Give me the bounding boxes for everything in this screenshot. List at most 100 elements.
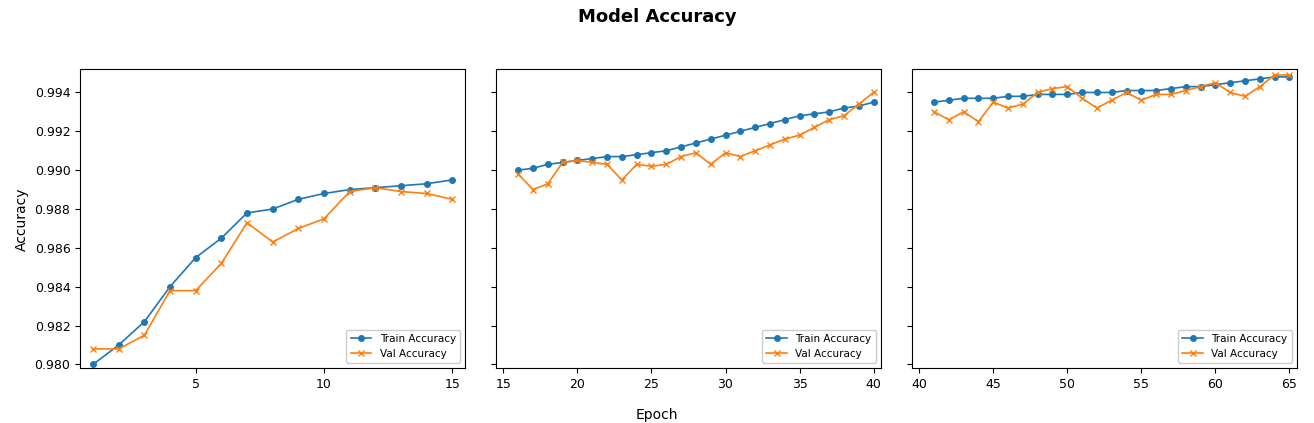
Train Accuracy bbox=[569, 158, 585, 163]
Train Accuracy bbox=[644, 150, 660, 155]
Train Accuracy bbox=[1089, 90, 1105, 95]
Train Accuracy bbox=[526, 166, 541, 171]
Val Accuracy bbox=[836, 113, 851, 118]
Train Accuracy bbox=[1222, 80, 1238, 85]
Val Accuracy bbox=[555, 160, 570, 165]
Train Accuracy bbox=[689, 140, 704, 146]
Val Accuracy bbox=[762, 143, 778, 148]
Train Accuracy bbox=[1059, 92, 1075, 97]
Text: Model Accuracy: Model Accuracy bbox=[578, 8, 736, 27]
Val Accuracy bbox=[717, 150, 733, 155]
Train Accuracy bbox=[290, 197, 306, 202]
Train Accuracy bbox=[971, 96, 987, 101]
Val Accuracy bbox=[213, 261, 229, 266]
Val Accuracy bbox=[585, 160, 600, 165]
Val Accuracy bbox=[265, 239, 281, 244]
Val Accuracy bbox=[290, 226, 306, 231]
Val Accuracy bbox=[317, 216, 332, 221]
Train Accuracy bbox=[110, 343, 126, 348]
Train Accuracy bbox=[137, 319, 152, 324]
Val Accuracy bbox=[342, 189, 357, 194]
Legend: Train Accuracy, Val Accuracy: Train Accuracy, Val Accuracy bbox=[762, 330, 876, 363]
Train Accuracy bbox=[658, 148, 674, 153]
Val Accuracy bbox=[1193, 84, 1209, 89]
Val Accuracy bbox=[1075, 96, 1091, 101]
Train Accuracy bbox=[1104, 90, 1120, 95]
Train Accuracy bbox=[85, 362, 101, 367]
Val Accuracy bbox=[658, 162, 674, 167]
Val Accuracy bbox=[955, 110, 971, 115]
Val Accuracy bbox=[986, 100, 1001, 105]
Val Accuracy bbox=[1089, 105, 1105, 110]
Val Accuracy bbox=[1059, 84, 1075, 89]
Train Accuracy bbox=[393, 183, 409, 188]
Line: Train Accuracy: Train Accuracy bbox=[932, 74, 1292, 105]
Y-axis label: Accuracy: Accuracy bbox=[14, 187, 29, 250]
Val Accuracy bbox=[444, 197, 460, 202]
Train Accuracy bbox=[188, 255, 204, 260]
Val Accuracy bbox=[393, 189, 409, 194]
Val Accuracy bbox=[807, 125, 823, 130]
Val Accuracy bbox=[1252, 84, 1268, 89]
Train Accuracy bbox=[955, 96, 971, 101]
Val Accuracy bbox=[569, 158, 585, 163]
Val Accuracy bbox=[1163, 92, 1179, 97]
Val Accuracy bbox=[732, 154, 748, 159]
Val Accuracy bbox=[614, 177, 629, 182]
Train Accuracy bbox=[1163, 86, 1179, 91]
Train Accuracy bbox=[614, 154, 629, 159]
Val Accuracy bbox=[1045, 86, 1060, 91]
Train Accuracy bbox=[265, 206, 281, 212]
Val Accuracy bbox=[644, 164, 660, 169]
Val Accuracy bbox=[1267, 72, 1282, 77]
Val Accuracy bbox=[510, 172, 526, 177]
Val Accuracy bbox=[1104, 98, 1120, 103]
Legend: Train Accuracy, Val Accuracy: Train Accuracy, Val Accuracy bbox=[1177, 330, 1292, 363]
Val Accuracy bbox=[851, 102, 867, 107]
Train Accuracy bbox=[1236, 78, 1252, 83]
Train Accuracy bbox=[748, 125, 763, 130]
Train Accuracy bbox=[762, 121, 778, 126]
Train Accuracy bbox=[585, 156, 600, 161]
Val Accuracy bbox=[791, 133, 807, 138]
Val Accuracy bbox=[599, 162, 615, 167]
Train Accuracy bbox=[986, 96, 1001, 101]
Train Accuracy bbox=[342, 187, 357, 192]
Line: Train Accuracy: Train Accuracy bbox=[515, 99, 876, 173]
Train Accuracy bbox=[1208, 82, 1223, 87]
Val Accuracy bbox=[941, 117, 957, 122]
Val Accuracy bbox=[777, 137, 792, 142]
Train Accuracy bbox=[777, 117, 792, 122]
Train Accuracy bbox=[162, 284, 177, 289]
Train Accuracy bbox=[807, 111, 823, 116]
Train Accuracy bbox=[540, 162, 556, 167]
Train Accuracy bbox=[1134, 88, 1150, 93]
Train Accuracy bbox=[1281, 74, 1297, 80]
Val Accuracy bbox=[629, 162, 645, 167]
Train Accuracy bbox=[673, 144, 689, 149]
Train Accuracy bbox=[555, 160, 570, 165]
Val Accuracy bbox=[1177, 88, 1193, 93]
Train Accuracy bbox=[703, 137, 719, 142]
Train Accuracy bbox=[317, 191, 332, 196]
Train Accuracy bbox=[926, 100, 942, 105]
Train Accuracy bbox=[213, 236, 229, 241]
Train Accuracy bbox=[1014, 94, 1030, 99]
Train Accuracy bbox=[1045, 92, 1060, 97]
Line: Val Accuracy: Val Accuracy bbox=[89, 184, 456, 352]
Train Accuracy bbox=[1000, 94, 1016, 99]
Val Accuracy bbox=[162, 288, 177, 293]
Line: Val Accuracy: Val Accuracy bbox=[515, 89, 876, 193]
Train Accuracy bbox=[1177, 84, 1193, 89]
Val Accuracy bbox=[1208, 80, 1223, 85]
Train Accuracy bbox=[821, 110, 837, 115]
Train Accuracy bbox=[239, 210, 255, 215]
Val Accuracy bbox=[703, 162, 719, 167]
Text: Epoch: Epoch bbox=[636, 408, 678, 422]
Val Accuracy bbox=[673, 154, 689, 159]
Val Accuracy bbox=[748, 148, 763, 153]
Val Accuracy bbox=[866, 90, 882, 95]
Train Accuracy bbox=[599, 154, 615, 159]
Val Accuracy bbox=[419, 191, 435, 196]
Val Accuracy bbox=[926, 110, 942, 115]
